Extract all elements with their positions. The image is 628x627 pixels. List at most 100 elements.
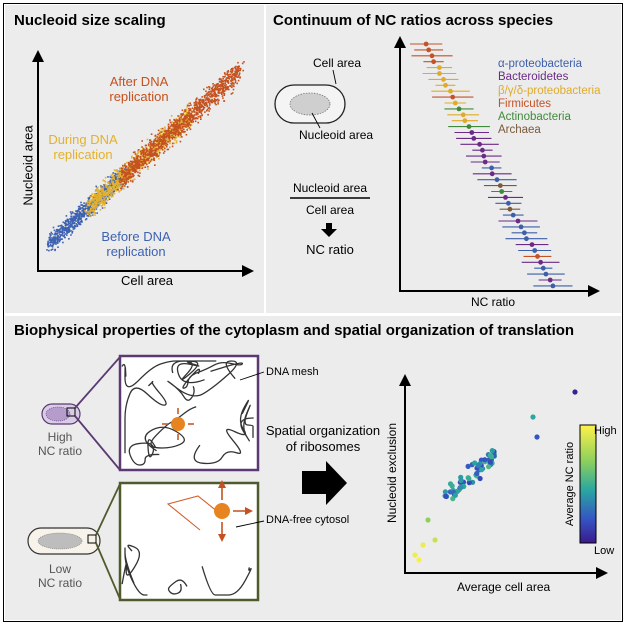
cell-point: [90, 200, 93, 202]
cell-point: [75, 220, 77, 222]
cell-point: [185, 115, 188, 117]
cell-point: [74, 217, 77, 219]
cell-point: [171, 124, 173, 127]
cell-point: [146, 138, 149, 141]
cell-point: [96, 212, 98, 214]
cell-point: [206, 109, 209, 111]
cell-point: [130, 164, 132, 167]
cell-point: [201, 101, 203, 103]
cell-point: [93, 195, 96, 197]
cell-point: [110, 184, 113, 187]
cell-point: [157, 137, 159, 140]
cell-point: [184, 125, 187, 128]
cell-point: [94, 199, 97, 201]
cell-point: [179, 126, 181, 128]
cell-point: [135, 160, 138, 162]
cell-point: [102, 193, 105, 195]
cell-point: [107, 186, 110, 189]
cell-point: [139, 158, 142, 161]
cell-point: [166, 139, 169, 142]
cell-point: [232, 84, 234, 87]
ratio-denominator: Cell area: [305, 203, 355, 217]
cell-point: [218, 91, 220, 94]
cell-point: [177, 123, 179, 125]
cell-point: [76, 212, 78, 215]
species-point: [458, 477, 464, 484]
cell-point: [118, 173, 121, 176]
cell-point: [153, 144, 156, 147]
cell-point: [182, 119, 185, 121]
cell-point: [58, 240, 61, 243]
cell-point: [104, 186, 106, 189]
cell-point: [82, 208, 84, 210]
cell-point: [82, 214, 85, 216]
cell-point: [100, 196, 103, 199]
species-point: [429, 53, 435, 59]
cell-point: [157, 155, 160, 157]
cell-point: [49, 241, 51, 244]
panel-c-title: Biophysical properties of the cytoplasm …: [14, 322, 575, 339]
cell-point: [168, 132, 170, 135]
cell-point: [129, 177, 132, 180]
cell-point: [222, 88, 224, 91]
high-nc-zoom-box: [66, 407, 76, 417]
cell-point: [93, 207, 95, 209]
nc-ratio-result: NC ratio: [306, 242, 354, 257]
cell-point: [217, 88, 219, 91]
cell-point: [95, 208, 98, 210]
cell-point: [199, 115, 201, 117]
cell-point: [161, 147, 164, 150]
cell-point: [97, 202, 99, 205]
cell-point: [208, 106, 210, 109]
cell-point: [55, 229, 58, 231]
cell-point: [66, 229, 69, 232]
cell-point: [116, 171, 119, 173]
cell-point: [182, 125, 184, 128]
cell-point: [93, 208, 96, 210]
cell-point: [216, 99, 218, 101]
cell-point: [67, 223, 70, 226]
cell-point: [146, 158, 149, 160]
cell-point: [234, 81, 237, 84]
cell-point: [214, 87, 216, 90]
cell-point: [219, 84, 221, 86]
cell-point: [109, 188, 111, 191]
cell-point: [163, 139, 165, 141]
cell-point: [107, 187, 109, 190]
cell-point: [113, 178, 115, 181]
cell-point: [183, 114, 185, 116]
cell-point: [191, 114, 194, 116]
low-zoom-line-top: [95, 483, 121, 536]
cell-point: [233, 74, 235, 77]
cell-point: [119, 174, 122, 176]
cell-point: [208, 110, 210, 112]
cell-point: [70, 230, 72, 232]
cell-point: [211, 98, 213, 101]
cell-point: [205, 102, 207, 105]
cell-point: [243, 61, 245, 63]
cell-point: [189, 116, 191, 119]
cell-point: [130, 163, 133, 166]
cell-point: [50, 249, 53, 251]
cell-point: [101, 189, 103, 191]
cell-point: [138, 175, 141, 177]
cell-point: [115, 174, 118, 177]
low-nc-label-2: NC ratio: [37, 576, 82, 590]
cell-point: [100, 193, 103, 195]
cell-point: [203, 95, 206, 97]
cell-point: [53, 236, 56, 239]
cell-point: [74, 215, 76, 217]
cell-point: [177, 124, 179, 127]
cell-point: [96, 196, 98, 199]
cell-point: [212, 85, 215, 87]
cell-point: [158, 154, 160, 156]
cell-point: [182, 131, 185, 133]
cell-point: [106, 189, 109, 191]
cell-point: [85, 213, 87, 215]
cell-point: [184, 119, 186, 122]
cell-point: [160, 131, 163, 133]
cell-point: [78, 217, 81, 219]
cell-point: [126, 162, 129, 164]
cell-point: [174, 124, 177, 126]
cell-point: [62, 229, 64, 232]
